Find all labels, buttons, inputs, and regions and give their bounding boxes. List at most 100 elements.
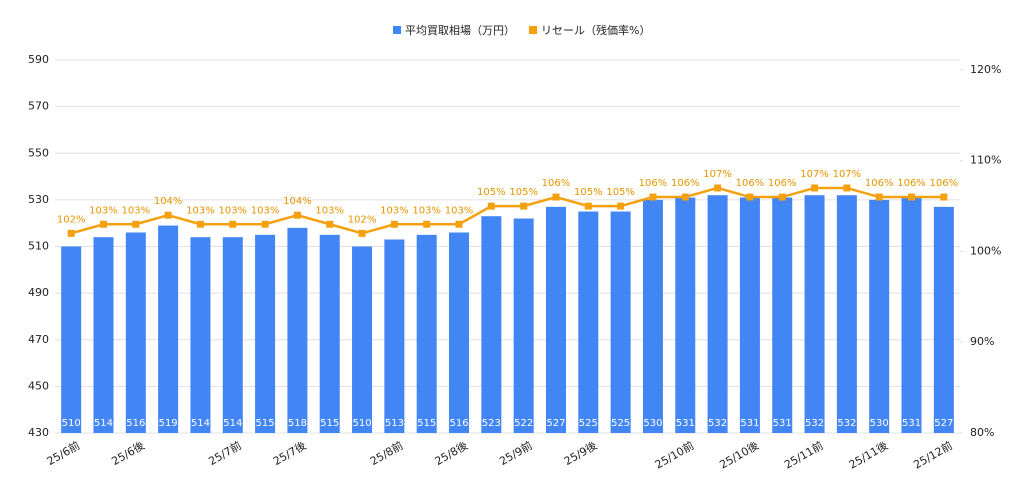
- line-value-label: 103%: [445, 205, 474, 216]
- x-tick-label: 25/6後: [109, 438, 147, 468]
- y-tick-label: 490: [28, 286, 49, 299]
- line-value-label: 107%: [800, 169, 829, 180]
- line-marker: [617, 202, 625, 210]
- line-marker: [196, 220, 204, 228]
- line-value-label: 103%: [380, 205, 409, 216]
- bar-value-label: 527: [546, 418, 565, 429]
- line: [70, 186, 944, 235]
- x-tick-label: 25/9前: [497, 438, 535, 468]
- line-value-label: 107%: [703, 169, 732, 180]
- x-tick-label: 25/11後: [846, 438, 890, 471]
- line-marker: [875, 193, 883, 201]
- bar-value-label: 531: [676, 418, 695, 429]
- bar-value-label: 515: [256, 418, 275, 429]
- line-value-label: 106%: [736, 178, 765, 189]
- y-tick-label: 530: [28, 193, 49, 206]
- y-tick-label: 510: [28, 240, 49, 253]
- bar-value-label: 531: [773, 418, 792, 429]
- bar-value-label: 513: [385, 418, 404, 429]
- x-tick-label: 25/10前: [652, 438, 696, 471]
- bar-value-label: 515: [417, 418, 436, 429]
- line-marker: [390, 220, 398, 228]
- line-marker: [229, 220, 237, 228]
- line-marker: [714, 184, 722, 192]
- bar: [933, 206, 954, 433]
- line-value-label: 104%: [283, 196, 312, 207]
- bar: [610, 211, 631, 433]
- line-value-label: 106%: [897, 178, 926, 189]
- y2-tick-label: 100%: [970, 244, 1001, 257]
- bar-value-label: 514: [223, 418, 242, 429]
- bar-value-label: 532: [708, 418, 727, 429]
- bar-value-label: 531: [902, 418, 921, 429]
- y-tick-label: 470: [28, 333, 49, 346]
- bar-value-label: 530: [643, 418, 662, 429]
- line-marker: [584, 202, 592, 210]
- bar: [739, 197, 760, 433]
- bar: [287, 227, 308, 433]
- x-tick-label: 25/7前: [206, 438, 244, 468]
- bar: [642, 199, 663, 433]
- y-tick-label: 450: [28, 379, 49, 392]
- bar-value-label: 530: [870, 418, 889, 429]
- y-tick-label: 570: [28, 100, 49, 113]
- legend-swatch: [529, 26, 537, 34]
- bar-value-label: 527: [934, 418, 953, 429]
- bar: [93, 237, 114, 433]
- bar: [481, 216, 502, 433]
- x-tick-label: 25/8後: [432, 438, 470, 468]
- line-value-label: 103%: [412, 205, 441, 216]
- bar: [772, 197, 793, 433]
- bar: [675, 197, 696, 433]
- line-value-label: 105%: [574, 187, 603, 198]
- bar-value-label: 522: [514, 418, 533, 429]
- line-marker: [164, 211, 172, 219]
- bar: [319, 234, 340, 433]
- bar: [545, 206, 566, 433]
- line-marker: [746, 193, 754, 201]
- bar: [836, 195, 857, 433]
- bar: [804, 195, 825, 433]
- legend: 平均買取相場（万円） リセール（残価率%）: [393, 23, 650, 37]
- line-marker: [649, 193, 657, 201]
- line-value-label: 103%: [122, 205, 151, 216]
- line-value-label: 103%: [315, 205, 344, 216]
- line-marker: [67, 229, 75, 237]
- bar: [352, 246, 373, 433]
- line-marker: [99, 220, 107, 228]
- line-marker: [908, 193, 916, 201]
- legend-label: リセール（残価率%）: [541, 23, 650, 37]
- line-marker: [940, 193, 948, 201]
- y2-tick-label: 120%: [970, 63, 1001, 76]
- line-value-label: 102%: [348, 214, 377, 225]
- bar-value-label: 518: [288, 418, 307, 429]
- line-value-label: 103%: [251, 205, 280, 216]
- y2-tick-label: 80%: [970, 426, 994, 439]
- y-tick-label: 430: [28, 426, 49, 439]
- x-tick-label: 25/10後: [717, 438, 761, 471]
- bar: [255, 234, 276, 433]
- line-value-label: 106%: [865, 178, 894, 189]
- bar-value-label: 510: [62, 418, 81, 429]
- y-tick-label: 550: [28, 146, 49, 159]
- bar: [190, 237, 211, 433]
- bar-value-label: 532: [805, 418, 824, 429]
- y-tick-label: 590: [28, 53, 49, 66]
- line-marker: [423, 220, 431, 228]
- bar-value-label: 525: [579, 418, 598, 429]
- bar-value-label: 531: [740, 418, 759, 429]
- bar: [61, 246, 82, 433]
- bar: [578, 211, 599, 433]
- line-marker: [455, 220, 463, 228]
- y2-tick-label: 110%: [970, 154, 1001, 167]
- line-marker: [778, 193, 786, 201]
- x-tick-label: 25/7後: [270, 438, 308, 468]
- bar: [158, 225, 179, 433]
- bar: [222, 237, 243, 433]
- bar-value-label: 514: [191, 418, 210, 429]
- bar-value-label: 514: [94, 418, 113, 429]
- line-marker: [487, 202, 495, 210]
- line-marker: [681, 193, 689, 201]
- x-tick-label: 25/12前: [911, 438, 955, 471]
